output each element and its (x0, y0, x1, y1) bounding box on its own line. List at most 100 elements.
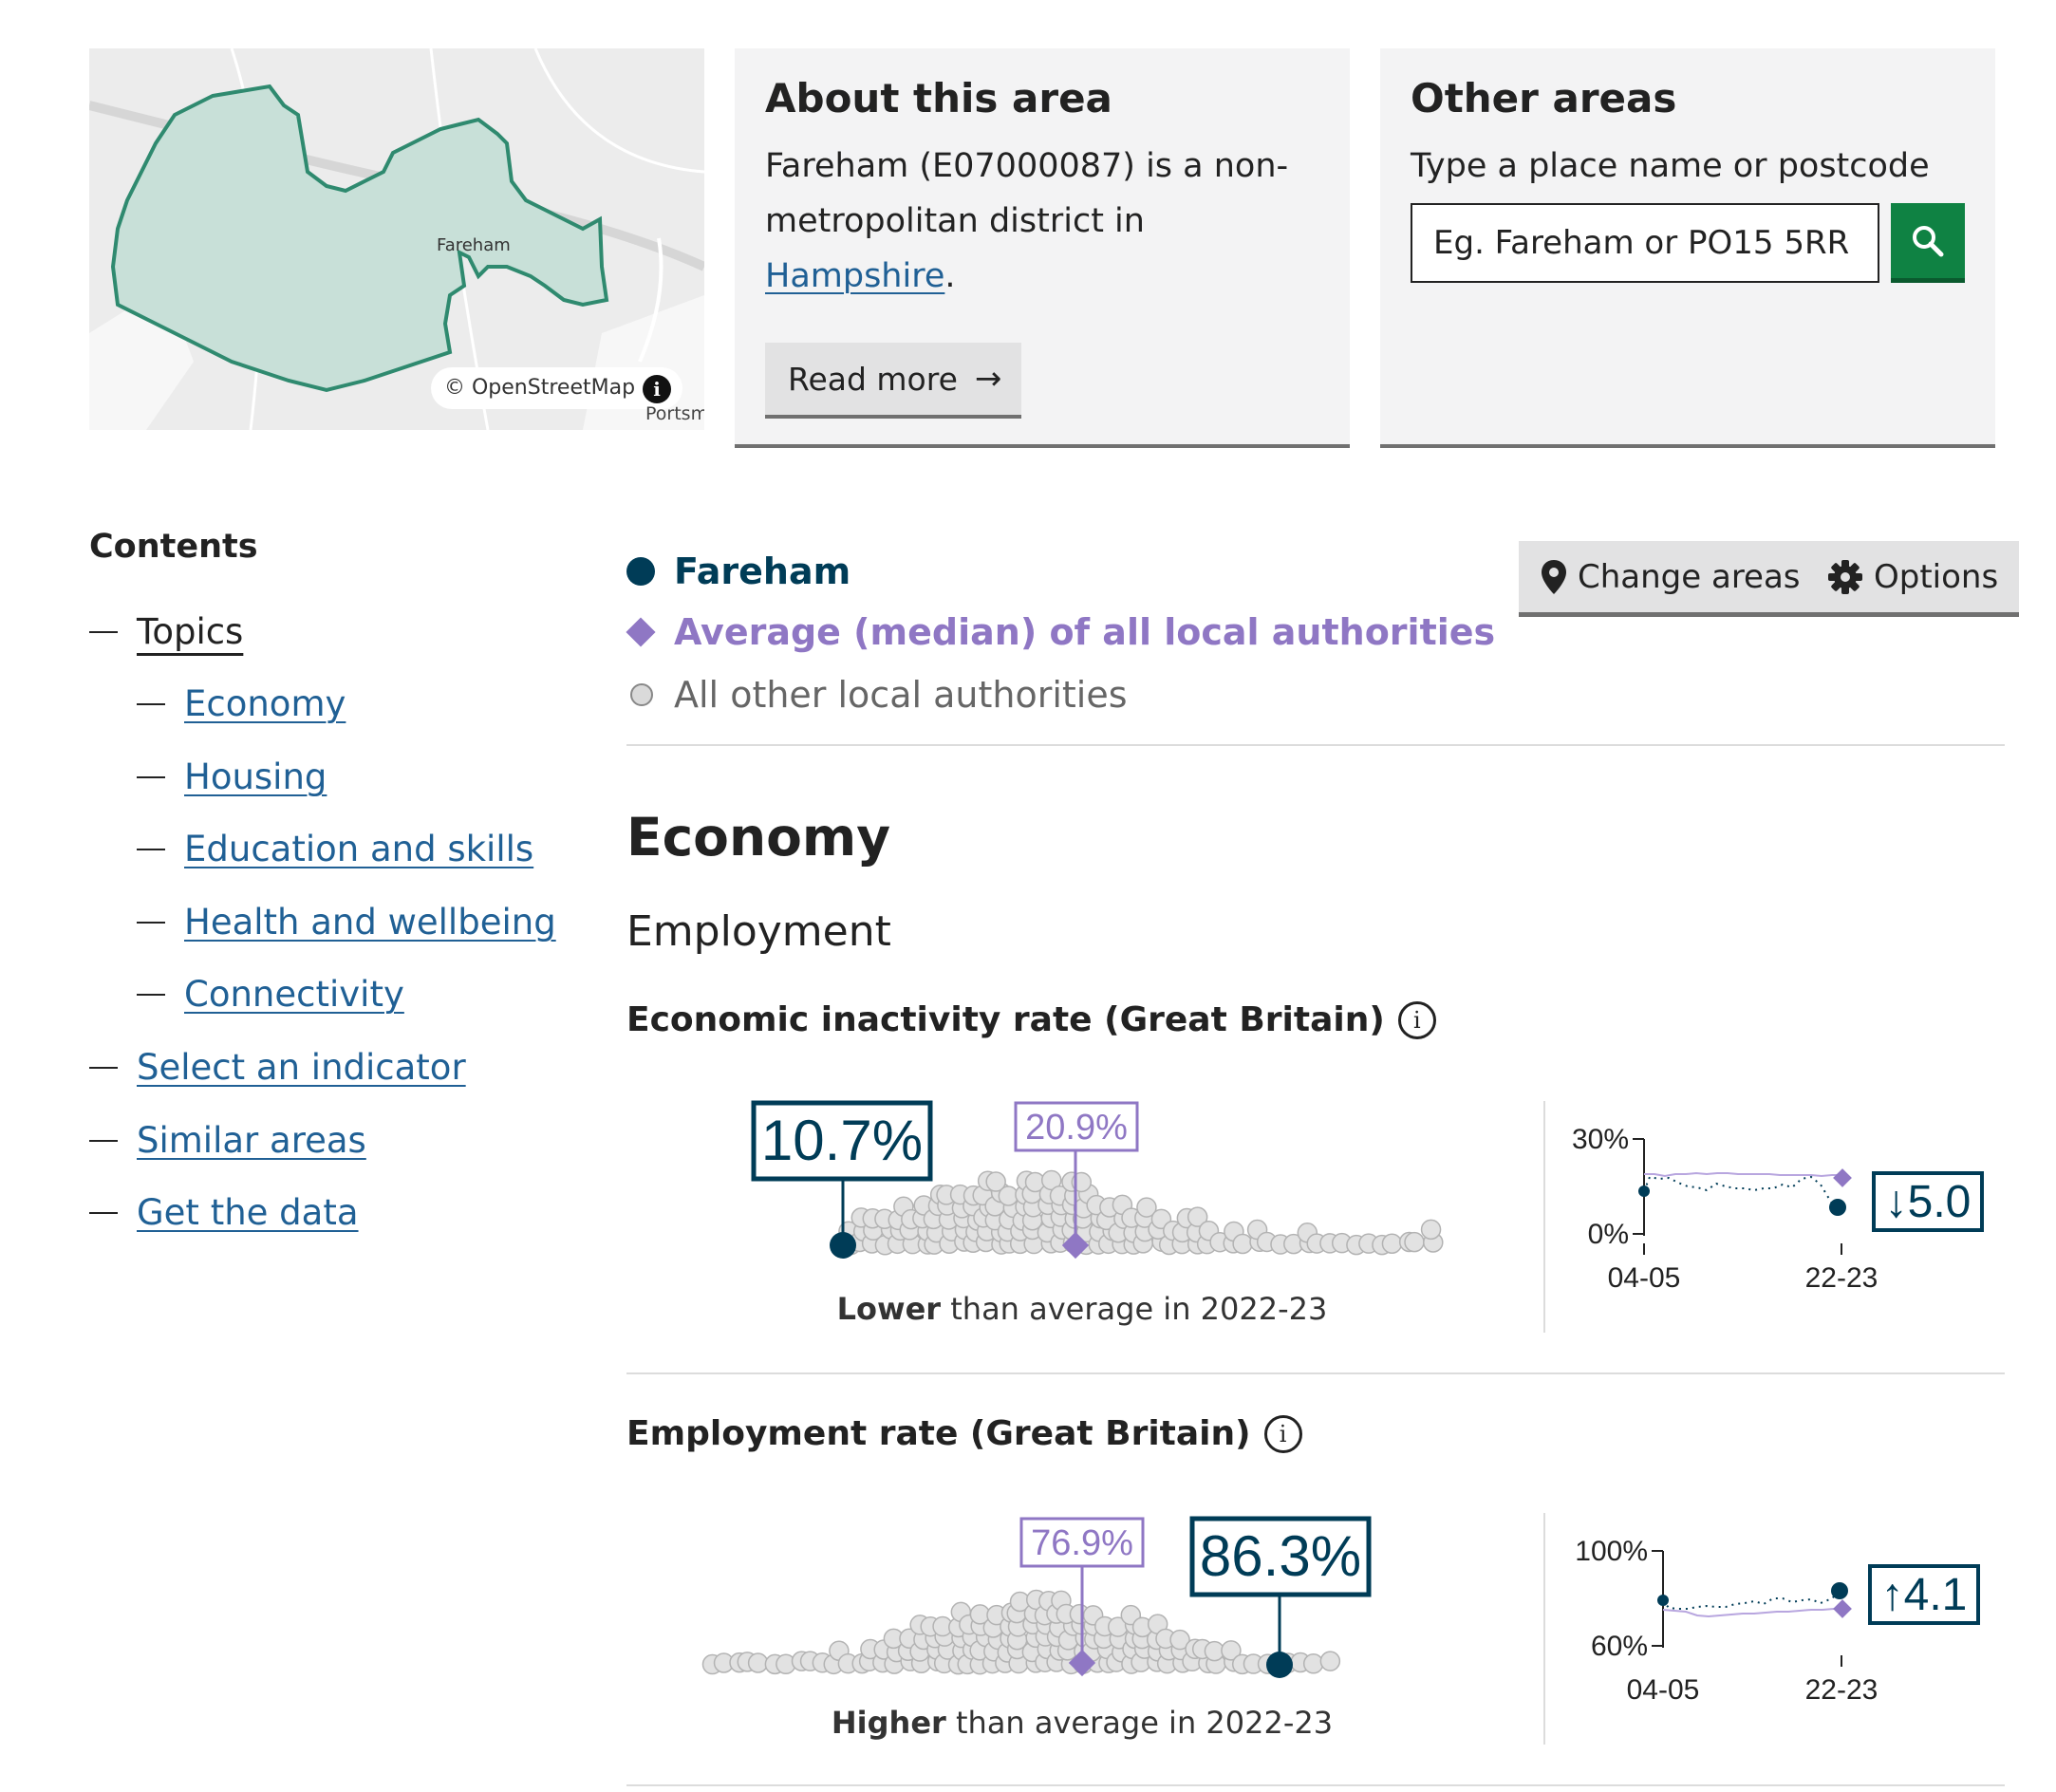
trend-chart: 100% 60% 04-05 22-23 ↑4.1 (1575, 1536, 1980, 1706)
trend-start-point (1657, 1595, 1669, 1606)
divider (626, 1372, 2005, 1374)
toc-item-get-data[interactable]: Get the data (89, 1192, 359, 1233)
map-pin-icon (1542, 559, 1566, 594)
toc-item-housing[interactable]: Housing (137, 756, 327, 797)
caption-rest: than average in 2022-23 (945, 1705, 1334, 1741)
info-icon[interactable]: i (1397, 1000, 1436, 1039)
other-area-dot (747, 1652, 769, 1673)
area-marker (1266, 1652, 1293, 1678)
toc-item-select-indicator[interactable]: Select an indicator (89, 1047, 466, 1088)
about-text-end: . (944, 257, 956, 295)
search-button[interactable] (1891, 203, 1965, 283)
map-place-label: Fareham (437, 235, 511, 255)
indicator-caption: Higher than average in 2022-23 (626, 1705, 1538, 1741)
trend-y-min: 60% (1591, 1631, 1648, 1662)
other-area-dot (1187, 1206, 1208, 1227)
about-heading: About this area (765, 75, 1112, 121)
toc-dash (137, 702, 165, 705)
map-boundary-svg (89, 48, 704, 430)
gear-icon (1828, 559, 1862, 594)
legend-average: Average (median) of all local authoritie… (626, 611, 1495, 653)
caption-strong: Lower (836, 1291, 942, 1327)
legend-area: Fareham (626, 551, 850, 592)
area-value-box (751, 1100, 933, 1182)
other-areas-heading: Other areas (1411, 75, 1677, 121)
contents-title: Contents (89, 528, 258, 566)
indicator-title: Economic inactivity rate (Great Britain)… (626, 1000, 1436, 1039)
trend-average-line (1662, 1607, 1842, 1618)
trend-y-min: 0% (1588, 1219, 1629, 1250)
trend-average-end (1833, 1599, 1852, 1618)
area-map[interactable]: Fareham © OpenStreetMap i Portsm (89, 48, 704, 430)
toc-label: Connectivity (184, 974, 404, 1015)
arrow-right-icon: → (974, 360, 1002, 398)
toc-dash (89, 1211, 118, 1214)
trend-x-end: 22-23 (1805, 1262, 1878, 1294)
trend-y-max: 30% (1572, 1124, 1629, 1155)
area-value-label: 10.7% (761, 1109, 923, 1172)
read-more-label: Read more (788, 360, 958, 398)
change-areas-button[interactable]: Change areas (1519, 541, 1822, 617)
trend-area-line (1643, 1175, 1833, 1204)
toc-item-connectivity[interactable]: Connectivity (137, 974, 404, 1015)
trend-x-start: 04-05 (1627, 1674, 1700, 1706)
options-label: Options (1874, 557, 1999, 596)
other-areas-panel: Other areas Type a place name or postcod… (1380, 48, 1995, 448)
legend-others: All other local authorities (626, 674, 1128, 716)
legend-area-label: Fareham (674, 551, 851, 592)
other-area-dot (1302, 1653, 1324, 1674)
toc-item-health[interactable]: Health and wellbeing (137, 902, 556, 943)
toc-item-economy[interactable]: Economy (137, 683, 346, 724)
map-attribution[interactable]: © OpenStreetMap i (431, 367, 683, 409)
toc-item-topics[interactable]: Topics (89, 611, 243, 652)
toc-dash (137, 921, 165, 924)
search-icon (1913, 225, 1944, 256)
legend-others-label: All other local authorities (674, 674, 1128, 716)
other-area-dot (1221, 1640, 1242, 1661)
toc-label: Education and skills (184, 829, 534, 869)
options-button[interactable]: Options (1807, 541, 2020, 617)
trend-area-line (1662, 1590, 1841, 1610)
toc-label: Economy (184, 683, 346, 724)
change-value: ↓5.0 (1885, 1177, 1972, 1227)
toc-item-similar-areas[interactable]: Similar areas (89, 1120, 366, 1161)
other-area-dot (1381, 1233, 1403, 1255)
average-marker (1061, 1231, 1090, 1260)
toc-label: Get the data (137, 1192, 359, 1233)
read-more-button[interactable]: Read more → (765, 343, 1021, 419)
toc-label: Similar areas (137, 1120, 366, 1161)
other-areas-dots (838, 1169, 1444, 1256)
info-icon[interactable]: i (643, 375, 672, 403)
area-value-box (1189, 1516, 1372, 1597)
change-value: ↑4.1 (1881, 1570, 1968, 1620)
beeswarm-chart: 86.3% 76.9% (701, 1516, 1372, 1678)
indicator-caption: Lower than average in 2022-23 (626, 1291, 1538, 1327)
vertical-divider (1543, 1513, 1545, 1745)
divider (626, 744, 2005, 746)
trend-end-point (1831, 1582, 1848, 1599)
other-area-dot (985, 1171, 1006, 1192)
search-form (1411, 203, 1965, 283)
toc-label: Topics (137, 611, 244, 652)
info-icon[interactable]: i (1263, 1414, 1302, 1453)
other-area-dot (1169, 1629, 1190, 1651)
attribution-text: © OpenStreetMap (444, 376, 636, 400)
trend-x-end: 22-23 (1805, 1674, 1878, 1706)
change-areas-label: Change areas (1578, 557, 1801, 596)
hampshire-link[interactable]: Hampshire (765, 257, 945, 295)
diamond-marker-icon (626, 617, 656, 647)
beeswarm-chart: 10.7% 20.9% (751, 1100, 1444, 1260)
other-area-dot (1319, 1651, 1341, 1671)
area-value-label: 86.3% (1200, 1524, 1361, 1588)
search-input[interactable] (1411, 203, 1879, 283)
about-text-start: Fareham (E07000087) is a non-metropolita… (765, 147, 1289, 240)
caption-rest: than average in 2022-23 (941, 1291, 1328, 1327)
average-value-label: 76.9% (1031, 1523, 1133, 1563)
other-area-dot (1420, 1219, 1442, 1241)
caption-strong: Higher (831, 1705, 946, 1741)
indicator-title: Employment rate (Great Britain) i (626, 1414, 1302, 1453)
toc-dash (137, 848, 165, 850)
toc-item-education[interactable]: Education and skills (137, 829, 533, 869)
search-label: Type a place name or postcode (1411, 147, 1930, 185)
toc-label: Select an indicator (137, 1047, 466, 1088)
